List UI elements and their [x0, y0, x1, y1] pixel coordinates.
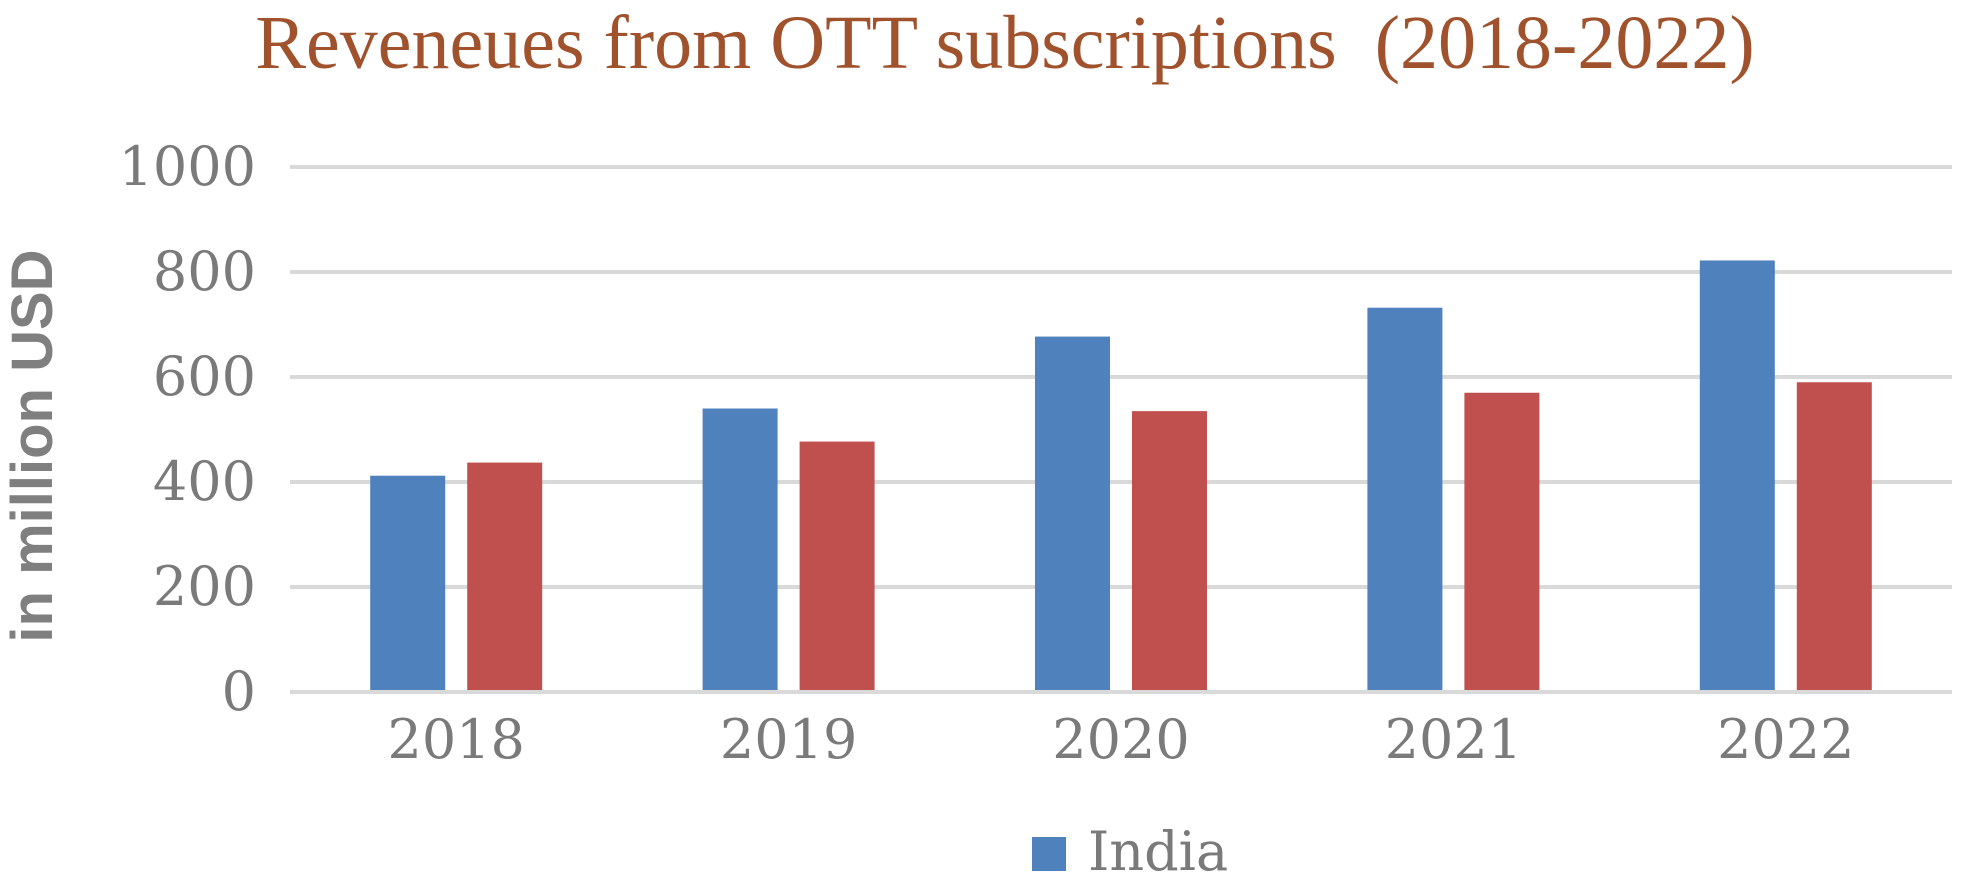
bar-series1-2020 [1035, 336, 1110, 692]
y-tick-label: 400 [153, 450, 256, 513]
y-tick-label: 1000 [119, 135, 256, 198]
x-axis-ticks: 2018 2019 2020 2021 2022 [290, 690, 1952, 771]
bar-series2-2020 [1132, 411, 1207, 692]
y-axis-label: in million USD [0, 249, 65, 642]
bar-series2-2018 [467, 462, 543, 692]
y-tick-label: 0 [222, 660, 256, 723]
chart-title: Reveneues from OTT subscriptions (2018-2… [255, 1, 1754, 85]
y-axis-ticks: 0 200 400 600 800 1000 [119, 135, 256, 723]
legend-label-india: India [1088, 820, 1228, 877]
y-tick-label: 600 [153, 345, 256, 408]
bar-series2-2022 [1796, 382, 1872, 692]
bars [370, 260, 1872, 692]
bar-series1-2018 [370, 475, 446, 692]
x-tick-label: 2019 [720, 708, 857, 771]
legend-swatch-india [1032, 837, 1066, 871]
x-tick-label: 2018 [387, 708, 524, 771]
y-tick-label: 200 [153, 555, 256, 618]
bar-series1-2021 [1367, 307, 1443, 692]
legend: India [1032, 820, 1228, 877]
bar-series1-2019 [702, 408, 778, 692]
x-tick-label: 2022 [1717, 708, 1854, 771]
x-tick-label: 2020 [1052, 708, 1189, 771]
bar-series2-2019 [799, 441, 875, 692]
bar-series2-2021 [1464, 392, 1540, 692]
bar-series1-2022 [1699, 260, 1775, 692]
x-tick-label: 2021 [1385, 708, 1522, 771]
y-tick-label: 800 [153, 240, 256, 303]
